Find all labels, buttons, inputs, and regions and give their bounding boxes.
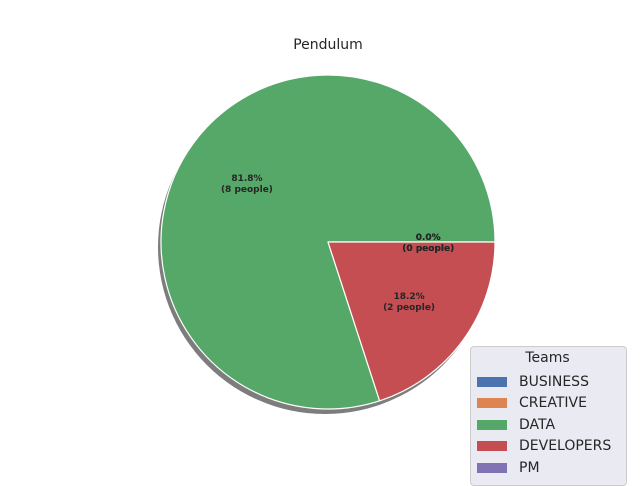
slice-label-pm: 0.0% (0 people) [402, 233, 454, 254]
slice-label-developers: 18.2% (2 people) [383, 292, 435, 313]
legend-swatch-data [477, 419, 507, 430]
legend-items: BUSINESS CREATIVE DATA DEVELOPERS PM [477, 371, 618, 479]
slice-label-creative: 0.0% (0 people) [402, 233, 454, 254]
legend-item-creative: CREATIVE [477, 393, 618, 415]
slice-data [160, 74, 496, 410]
legend-item-data: DATA [477, 414, 618, 436]
legend-label-data: DATA [519, 416, 556, 433]
legend-label-developers: DEVELOPERS [519, 438, 612, 455]
legend-swatch-business [477, 376, 507, 387]
legend-item-business: BUSINESS [477, 371, 618, 393]
legend: Teams BUSINESS CREATIVE DATA DEVELOPERS PM [470, 346, 627, 486]
slice-label-business: 0.0% (0 people) [402, 233, 454, 254]
chart-title: Pendulum [293, 37, 363, 53]
legend-item-developers: DEVELOPERS [477, 436, 618, 458]
legend-label-business: BUSINESS [519, 373, 589, 390]
legend-item-pm: PM [477, 457, 618, 479]
legend-label-pm: PM [519, 459, 540, 476]
legend-label-creative: CREATIVE [519, 395, 587, 412]
pie-slices [160, 74, 496, 410]
slice-developers [327, 241, 496, 402]
legend-swatch-creative [477, 398, 507, 409]
pie-labels: 0.0% (0 people)0.0% (0 people)81.8% (8 peop… [221, 174, 454, 313]
slice-label-data: 81.8% (8 people) [221, 174, 273, 195]
legend-swatch-developers [477, 441, 507, 452]
legend-swatch-pm [477, 462, 507, 473]
legend-title: Teams [525, 350, 570, 366]
